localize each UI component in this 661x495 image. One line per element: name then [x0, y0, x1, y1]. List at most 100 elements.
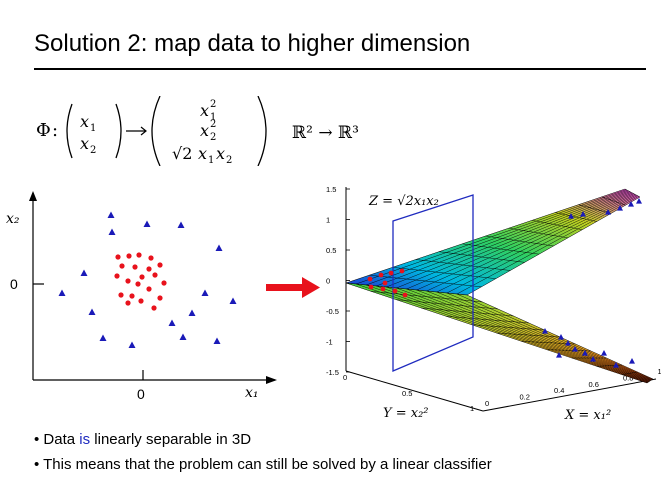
vec-x1: x	[80, 112, 89, 131]
mapped-class-b-point	[558, 334, 564, 340]
mapped-class-b-point	[613, 362, 619, 368]
row3-sub1: 1	[208, 155, 214, 166]
class-b-point	[143, 220, 151, 227]
class-b-point	[188, 309, 196, 316]
bullet-linear-classifier: • This means that the problem can still …	[34, 456, 492, 473]
mapped-class-b-point	[629, 358, 635, 364]
mapped-class-b-point	[568, 213, 574, 219]
bullet-separable: • Data is linearly separable in 3D	[34, 431, 251, 448]
class-a-point	[114, 273, 120, 279]
mapped-class-b-point	[572, 346, 578, 352]
mapped-class-b-point	[542, 328, 548, 334]
mapped-class-b-point	[590, 356, 596, 362]
class-a-point	[151, 305, 157, 311]
x-axis-arrowhead	[266, 376, 277, 384]
mapped-class-a-point	[382, 280, 388, 286]
mapped-class-b-point	[636, 198, 642, 204]
class-b-point	[201, 289, 209, 296]
z-tick-label: -0.5	[326, 307, 339, 316]
class-a-point	[132, 264, 138, 270]
y-tick-label: 0	[343, 373, 347, 382]
class-b-point	[58, 289, 66, 296]
slide-title: Solution 2: map data to higher dimension	[34, 30, 471, 57]
row3-x1: x	[198, 144, 207, 163]
class-b-point	[88, 308, 96, 315]
row1-sup: 2	[210, 99, 216, 110]
mapped-class-b-point	[580, 211, 586, 217]
y-tick-label: 1	[470, 404, 474, 413]
class-a-point	[157, 262, 163, 268]
row1-x: x	[200, 101, 209, 120]
bullet1-highlight: is	[79, 431, 91, 448]
mapped-class-a-point	[367, 276, 373, 282]
x2-axis-label: x₂	[6, 211, 20, 227]
class-a-point	[139, 274, 145, 280]
class-a-point	[136, 252, 142, 258]
x-tick-label: 0.2	[520, 393, 530, 402]
class-a-point	[115, 254, 121, 260]
z-tick-label: 0.5	[326, 246, 336, 255]
x-axis-label: X = x₁²	[564, 408, 611, 421]
class-b-point	[80, 269, 88, 276]
y-axis-arrowhead	[29, 191, 37, 201]
x-tick-label: 1	[658, 367, 661, 376]
z-tick-label: -1.5	[326, 368, 339, 377]
class-a-point	[125, 278, 131, 284]
vec-x2-sub: 2	[90, 145, 96, 156]
mapped-class-a-point	[402, 292, 408, 298]
row3-x2: x	[216, 144, 225, 163]
row2-sup: 2	[210, 119, 216, 130]
class-a-point	[152, 272, 158, 278]
class-b-point	[179, 333, 187, 340]
r2-to-r3: ℝ² → ℝ³	[292, 123, 359, 143]
bullet1-post: linearly separable in 3D	[90, 431, 252, 448]
class-b-point	[177, 221, 185, 228]
y-zero-tick: 0	[10, 276, 18, 292]
class-b-point	[107, 211, 115, 218]
mapped-class-b-point	[617, 205, 623, 211]
class-b-point	[108, 228, 116, 235]
class-a-point	[148, 255, 154, 261]
phi-symbol: Φ	[36, 120, 51, 141]
vec-x1-sub: 1	[90, 123, 96, 134]
mapped-class-b-point	[605, 209, 611, 215]
z-axis-label: Z = √2x₁x₂	[368, 194, 439, 209]
class-a-point	[146, 266, 152, 272]
class-b-point	[168, 319, 176, 326]
class-b-point	[128, 341, 136, 348]
mapped-class-b-point	[582, 350, 588, 356]
class-a-point	[119, 263, 125, 269]
row2-x: x	[200, 121, 209, 140]
mapped-class-b-point	[601, 350, 607, 356]
feature-space-3d-plot: 1.5 1 0.5 0 -0.5 -1 -1.5 0 0.5 1 0 0.2 0.4 0.6 0.8 1 Z …	[325, 183, 661, 423]
class-b-point	[99, 334, 107, 341]
bullet1-pre: • Data	[34, 431, 80, 448]
vec-x2: x	[80, 134, 89, 153]
z-tick-label: 1.5	[326, 185, 336, 194]
x-tick-label: 0	[485, 399, 489, 408]
row3-sub2: 2	[226, 155, 232, 166]
class-b-point	[229, 297, 237, 304]
title-divider	[34, 68, 646, 70]
class-a-point	[157, 295, 163, 301]
class-a-point	[126, 253, 132, 259]
mapped-class-a-point	[392, 288, 398, 294]
separating-plane	[392, 194, 474, 372]
class-a-point	[138, 298, 144, 304]
mapped-class-a-point	[399, 268, 405, 274]
x-tick-label: 0.4	[554, 386, 564, 395]
class-a-point	[125, 300, 131, 306]
z-tick-label: 1	[326, 216, 330, 225]
y-axis-label: Y = x₂²	[383, 406, 429, 421]
row1-sub: 1	[210, 112, 216, 123]
class-a-point	[118, 292, 124, 298]
mapped-class-b-point	[628, 201, 634, 207]
x-tick-label: 0.8	[623, 373, 633, 382]
class-a-point	[161, 280, 167, 286]
x-zero-tick: 0	[137, 386, 145, 400]
transform-arrow	[262, 273, 322, 303]
z-tick-label: -1	[326, 338, 333, 347]
y-tick-label: 0.5	[402, 389, 412, 398]
mapped-class-a-point	[388, 270, 394, 276]
mapped-class-a-point	[368, 284, 374, 290]
